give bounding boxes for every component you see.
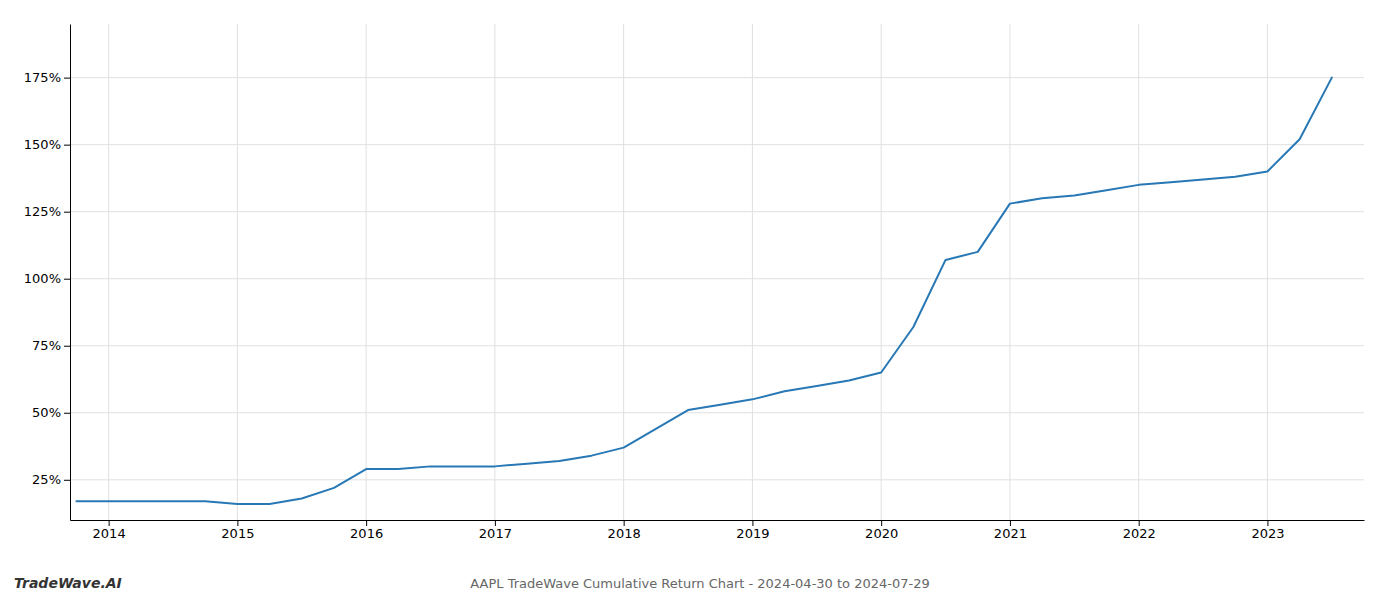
tick-mark	[64, 279, 70, 280]
tick-label: 150%	[24, 137, 61, 152]
axis-line	[70, 25, 71, 521]
tick: 2018	[608, 520, 641, 541]
tick-label: 75%	[32, 338, 61, 353]
tick-mark	[1139, 520, 1140, 526]
grid-line	[70, 144, 1364, 145]
tick-label: 2016	[350, 526, 383, 541]
tick-mark	[624, 520, 625, 526]
tick-mark	[64, 78, 70, 79]
tick-label: 125%	[24, 204, 61, 219]
grid-line	[494, 24, 495, 520]
tick-label: 25%	[32, 472, 61, 487]
tick-mark	[1010, 520, 1011, 526]
grid-line	[366, 24, 367, 520]
tick-label: 2020	[865, 526, 898, 541]
tick-mark	[1267, 520, 1268, 526]
grid-line	[70, 278, 1364, 279]
tick: 50%	[32, 405, 70, 420]
y-axis: 25% 50% 75% 100% 125% 150% 175%	[24, 25, 71, 521]
tick-mark	[881, 520, 882, 526]
tick: 175%	[24, 70, 70, 85]
tick: 2021	[994, 520, 1027, 541]
tick: 2020	[865, 520, 898, 541]
tick-mark	[64, 145, 70, 146]
grid-line	[108, 24, 109, 520]
tick: 75%	[32, 338, 70, 353]
tick-mark	[109, 520, 110, 526]
tick: 2015	[221, 520, 254, 541]
grid-line	[752, 24, 753, 520]
tick-label: 100%	[24, 271, 61, 286]
plot: 2014 2015 2016 2017 2018 2019 2020 2021 2022 2023…	[24, 24, 1365, 541]
tick-mark	[752, 520, 753, 526]
grid-line	[70, 479, 1364, 480]
tick: 2023	[1251, 520, 1284, 541]
x-axis: 2014 2015 2016 2017 2018 2019 2020 2021 2022 2023	[71, 520, 1365, 541]
grid-line	[237, 24, 238, 520]
tick-label: 2015	[221, 526, 254, 541]
tick: 2022	[1123, 520, 1156, 541]
axis-line	[71, 520, 1365, 521]
tick-mark	[366, 520, 367, 526]
grid-line	[70, 77, 1364, 78]
tick-label: 2017	[479, 526, 512, 541]
grid-line	[1009, 24, 1010, 520]
tick-label: 175%	[24, 70, 61, 85]
tick: 100%	[24, 271, 70, 286]
line	[76, 78, 1331, 504]
tick-label: 2014	[93, 526, 126, 541]
chart: 2014 2015 2016 2017 2018 2019 2020 2021 2022 2023…	[0, 0, 1400, 600]
grid-line	[70, 412, 1364, 413]
tick-mark	[64, 346, 70, 347]
tick-mark	[237, 520, 238, 526]
grid-line	[623, 24, 624, 520]
tick-label: 2022	[1123, 526, 1156, 541]
watermark: TradeWave.AI	[14, 575, 122, 591]
tick-mark	[495, 520, 496, 526]
tick: 2017	[479, 520, 512, 541]
title: AAPL TradeWave Cumulative Return Chart -…	[470, 576, 929, 591]
grid-line	[1267, 24, 1268, 520]
grid	[70, 24, 1364, 520]
tick: 2016	[350, 520, 383, 541]
tick-mark	[64, 480, 70, 481]
marks	[76, 78, 1331, 504]
grid-line	[70, 345, 1364, 346]
tick-label: 50%	[32, 405, 61, 420]
tick-label: 2021	[994, 526, 1027, 541]
tick: 25%	[32, 472, 70, 487]
tick: 125%	[24, 204, 70, 219]
tick-mark	[64, 212, 70, 213]
grid-line	[1138, 24, 1139, 520]
tick: 2019	[736, 520, 769, 541]
tick-label: 2018	[608, 526, 641, 541]
grid-line	[70, 211, 1364, 212]
tick-mark	[64, 413, 70, 414]
tick-label: 2023	[1251, 526, 1284, 541]
tick: 150%	[24, 137, 70, 152]
tick: 2014	[93, 520, 126, 541]
grid-line	[881, 24, 882, 520]
tick-label: 2019	[736, 526, 769, 541]
